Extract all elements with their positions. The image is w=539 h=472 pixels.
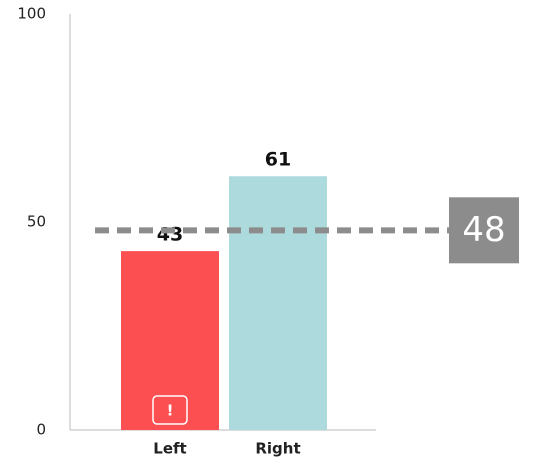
y-tick-label: 0 (36, 421, 46, 439)
reference-label-box (449, 197, 519, 264)
bar (121, 251, 219, 430)
data-label: 61 (265, 149, 291, 171)
y-tick-label: 100 (17, 5, 46, 23)
data-label: 43 (157, 224, 183, 246)
warning-icon: ! (167, 402, 174, 420)
y-tick-label: 50 (27, 213, 46, 231)
x-tick-label: Left (153, 440, 186, 458)
warning-icon-box (152, 395, 188, 425)
bar (229, 176, 327, 430)
reference-label: 48 (462, 210, 505, 250)
x-tick-label: Right (255, 440, 300, 458)
